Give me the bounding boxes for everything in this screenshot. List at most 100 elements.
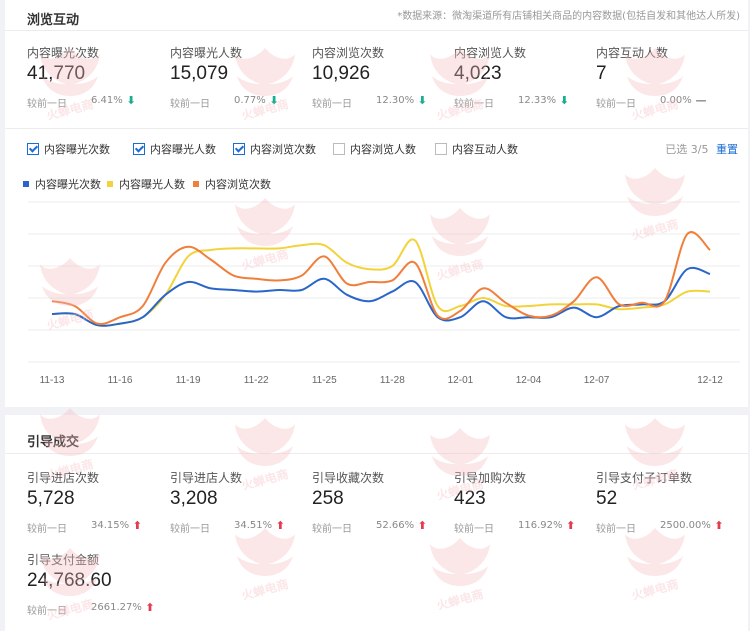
metric-label: 引导进店人数 — [170, 471, 243, 485]
metric-label: 引导支付金额 — [27, 553, 100, 567]
metric-compare: 较前一日 52.66% ⬆ — [312, 519, 452, 535]
metric-value: 15,079 — [170, 63, 229, 84]
metric-value: 423 — [454, 488, 486, 509]
browse-interaction-panel: 浏览互动 *数据来源：微淘渠道所有店铺相关商品的内容数据(包括自发和其他达人所发… — [5, 0, 748, 407]
compare-label: 较前一日 — [27, 99, 67, 110]
compare-label: 较前一日 — [170, 99, 210, 110]
metric-compare: 较前一日 2661.27% ⬆ — [27, 601, 167, 617]
checkbox-label: 内容曝光人数 — [150, 143, 216, 156]
checkbox-checked-icon[interactable] — [27, 143, 39, 155]
metric-value: 4,023 — [454, 63, 502, 84]
metric-value: 3,208 — [170, 488, 218, 509]
checkbox-empty-icon[interactable] — [435, 143, 447, 155]
metric-compare: 较前一日 0.00% — — [596, 94, 736, 110]
metric-card[interactable]: 内容浏览次数 10,926 较前一日 12.30% ⬇ — [312, 44, 452, 110]
compare-label: 较前一日 — [596, 99, 636, 110]
series-line-1 — [51, 266, 711, 327]
arrow-up-icon: ⬆ — [145, 601, 155, 614]
compare-percent: 34.15% — [91, 520, 130, 531]
checkbox-label: 内容浏览次数 — [250, 143, 316, 156]
compare-label: 较前一日 — [596, 524, 636, 535]
arrow-down-icon: ⬇ — [126, 94, 136, 107]
checkbox-3[interactable]: 内容浏览次数 — [233, 141, 316, 157]
metric-card[interactable]: 内容互动人数 7 较前一日 0.00% — — [596, 44, 736, 110]
metric-card[interactable]: 内容曝光人数 15,079 较前一日 0.77% ⬇ — [170, 44, 310, 110]
checkbox-label: 内容曝光次数 — [44, 143, 110, 156]
arrow-up-icon: ⬆ — [275, 519, 286, 532]
divider — [5, 453, 748, 454]
compare-percent: 12.33% — [518, 95, 557, 106]
section-title: 浏览互动 — [27, 13, 80, 28]
metric-compare: 较前一日 6.41% ⬇ — [27, 94, 167, 110]
metric-label: 内容互动人数 — [596, 46, 669, 60]
metric-compare: 较前一日 12.30% ⬇ — [312, 94, 452, 110]
metric-label: 内容曝光次数 — [27, 46, 100, 60]
compare-percent: 0.00% — [660, 95, 692, 106]
legend-swatch — [193, 181, 199, 187]
selection-count: 已选 3/5 重置 — [665, 141, 738, 157]
metric-card[interactable]: 引导收藏次数 258 较前一日 52.66% ⬆ — [312, 469, 452, 535]
metric-value: 7 — [596, 63, 607, 84]
legend-label: 内容曝光次数 — [35, 178, 101, 191]
checkbox-1[interactable]: 内容曝光次数 — [27, 141, 110, 157]
metric-label: 引导支付子订单数 — [596, 471, 693, 485]
metric-label: 内容浏览次数 — [312, 46, 385, 60]
trend-line-chart: 11-13 11-16 11-19 11-22 11-25 11-28 12-01 12-04… — [28, 201, 740, 386]
x-tick-label: 12-12 — [697, 375, 723, 386]
x-tick-label: 12-04 — [516, 375, 542, 386]
compare-percent: 2661.27% — [91, 602, 142, 613]
metric-label: 引导加购次数 — [454, 471, 527, 485]
arrow-down-icon: ⬇ — [417, 94, 428, 107]
x-tick-label: 12-01 — [448, 375, 474, 386]
legend-item[interactable]: 内容曝光次数 — [23, 176, 101, 192]
metric-card[interactable]: 内容曝光次数 41,770 较前一日 6.41% ⬇ — [27, 44, 167, 110]
x-tick-label: 11-28 — [380, 375, 405, 386]
x-tick-label: 11-25 — [312, 375, 337, 386]
metric-label: 内容浏览人数 — [454, 46, 527, 60]
metric-card[interactable]: 引导进店人数 3,208 较前一日 34.51% ⬆ — [170, 469, 310, 535]
divider — [5, 30, 748, 31]
metric-card[interactable]: 引导加购次数 423 较前一日 116.92% ⬆ — [454, 469, 594, 535]
compare-label: 较前一日 — [170, 524, 210, 535]
x-tick-label: 11-13 — [40, 375, 65, 386]
checkbox-label: 内容浏览人数 — [350, 143, 416, 156]
metric-card[interactable]: 引导支付金额 24,768.60 较前一日 2661.27% ⬆ — [27, 551, 167, 617]
compare-percent: 2500.00% — [660, 520, 711, 531]
compare-label: 较前一日 — [27, 606, 67, 617]
metric-compare: 较前一日 34.15% ⬆ — [27, 519, 167, 535]
checkbox-checked-icon[interactable] — [233, 143, 245, 155]
compare-percent: 34.51% — [234, 520, 273, 531]
compare-percent: 6.41% — [91, 95, 123, 106]
compare-percent: 116.92% — [518, 520, 563, 531]
reset-link[interactable]: 重置 — [716, 143, 738, 156]
legend-item[interactable]: 内容浏览次数 — [193, 176, 271, 192]
metric-compare: 较前一日 12.33% ⬇ — [454, 94, 594, 110]
checkbox-label: 内容互动人数 — [452, 143, 518, 156]
compare-percent: 12.30% — [376, 95, 415, 106]
metric-value: 41,770 — [27, 63, 86, 84]
compare-label: 较前一日 — [27, 524, 67, 535]
metric-value: 258 — [312, 488, 344, 509]
metric-compare: 较前一日 34.51% ⬆ — [170, 519, 310, 535]
compare-label: 较前一日 — [312, 524, 352, 535]
metric-card[interactable]: 内容浏览人数 4,023 较前一日 12.33% ⬇ — [454, 44, 594, 110]
metric-value: 10,926 — [312, 63, 371, 84]
metric-value: 5,728 — [27, 488, 75, 509]
checkbox-2[interactable]: 内容曝光人数 — [133, 141, 216, 157]
legend-item[interactable]: 内容曝光人数 — [107, 176, 185, 192]
metric-card[interactable]: 引导进店次数 5,728 较前一日 34.15% ⬆ — [27, 469, 167, 535]
metric-value: 52 — [596, 488, 618, 509]
metric-card[interactable]: 引导支付子订单数 52 较前一日 2500.00% ⬆ — [596, 469, 736, 535]
x-tick-label: 12-07 — [584, 375, 610, 386]
data-source-note: *数据来源：微淘渠道所有店铺相关商品的内容数据(包括自发和其他达人所发) — [397, 11, 740, 22]
legend-swatch — [23, 181, 29, 187]
compare-percent: 0.77% — [234, 95, 266, 106]
checkbox-empty-icon[interactable] — [333, 143, 345, 155]
checkbox-checked-icon[interactable] — [133, 143, 145, 155]
metric-value: 24,768.60 — [27, 570, 112, 591]
metric-compare: 较前一日 2500.00% ⬆ — [596, 519, 736, 535]
checkbox-5[interactable]: 内容互动人数 — [435, 141, 518, 157]
metric-label: 内容曝光人数 — [170, 46, 243, 60]
arrow-down-icon: ⬇ — [559, 94, 570, 107]
checkbox-4[interactable]: 内容浏览人数 — [333, 141, 416, 157]
